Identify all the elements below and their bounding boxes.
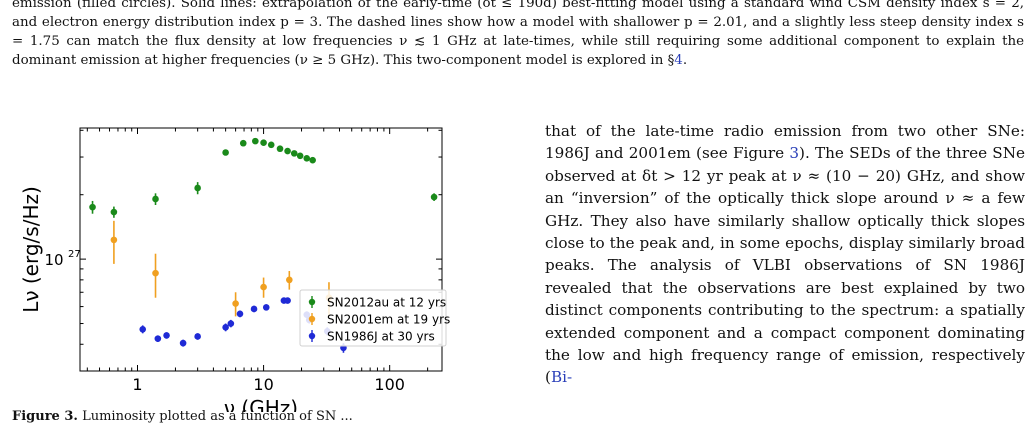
data-point bbox=[152, 269, 159, 277]
data-point bbox=[284, 297, 291, 304]
y-axis-label: Lν (erg/s/Hz) bbox=[19, 186, 43, 313]
legend-label: SN2001em at 19 yrs bbox=[327, 313, 450, 327]
figure-label: Figure 3. bbox=[12, 409, 78, 424]
y-tick-label: 10 bbox=[44, 251, 63, 269]
data-point bbox=[260, 139, 267, 147]
section-link[interactable]: 4 bbox=[674, 53, 683, 68]
x-tick-label: 100 bbox=[374, 375, 405, 394]
figure-link[interactable]: 3 bbox=[789, 144, 800, 163]
body-text-2: ). The SEDs of the three SNe observed at… bbox=[545, 144, 1025, 387]
data-point bbox=[260, 283, 267, 291]
data-point bbox=[239, 139, 247, 147]
data-point bbox=[154, 335, 162, 342]
legend-box bbox=[299, 289, 447, 347]
data-point bbox=[286, 276, 293, 284]
data-point bbox=[139, 325, 147, 333]
data-point bbox=[290, 150, 298, 157]
data-point bbox=[262, 304, 270, 311]
data-point bbox=[179, 339, 187, 347]
legend-label: SN2012au at 12 yrs bbox=[327, 296, 446, 310]
data-point bbox=[284, 147, 291, 155]
legend-marker bbox=[308, 298, 316, 306]
legend-marker bbox=[308, 332, 316, 340]
x-tick-label: 10 bbox=[253, 375, 273, 394]
body-paragraph: that of the late-time radio emission fro… bbox=[545, 120, 1025, 389]
figure-caption: Figure 3. Luminosity plotted as a functi… bbox=[12, 408, 472, 426]
data-point bbox=[236, 310, 244, 318]
data-point bbox=[252, 137, 259, 145]
data-point bbox=[296, 152, 304, 160]
caption-text-1: emission (filled circles). Solid lines: … bbox=[12, 0, 1024, 68]
data-point bbox=[250, 305, 258, 313]
plot-frame bbox=[79, 127, 443, 372]
data-point bbox=[309, 156, 316, 164]
data-point bbox=[276, 145, 284, 153]
legend-label: SN1986J at 30 yrs bbox=[327, 330, 435, 344]
data-point bbox=[152, 195, 159, 203]
figure-3: 1 10 100 10 27 ν (GHz) Lν (erg/s/Hz) SN2012au a… bbox=[0, 112, 460, 420]
y-tick-exponent: 27 bbox=[68, 249, 81, 260]
series-0 bbox=[89, 137, 438, 218]
citation-link[interactable]: Bi- bbox=[550, 368, 573, 387]
data-point bbox=[222, 149, 229, 156]
legend-marker bbox=[308, 315, 316, 323]
figure-caption-continued: emission (filled circles). Solid lines: … bbox=[12, 0, 1024, 70]
data-point bbox=[303, 154, 311, 162]
data-point bbox=[110, 208, 118, 216]
data-point bbox=[227, 320, 235, 327]
figure-caption-text: Luminosity plotted as a function of SN .… bbox=[82, 409, 353, 424]
data-point bbox=[232, 300, 239, 307]
body-text-1: that of the late-time radio emission fro… bbox=[545, 122, 1025, 163]
series-1 bbox=[110, 220, 333, 317]
data-point bbox=[430, 193, 438, 201]
data-point bbox=[222, 324, 229, 331]
data-point bbox=[194, 184, 201, 192]
data-point bbox=[194, 333, 201, 340]
x-tick-label: 1 bbox=[132, 375, 142, 394]
data-point bbox=[163, 332, 170, 339]
data-point bbox=[267, 141, 275, 149]
data-point bbox=[110, 236, 118, 244]
data-point bbox=[89, 203, 96, 211]
caption-text-2: . bbox=[682, 53, 688, 68]
